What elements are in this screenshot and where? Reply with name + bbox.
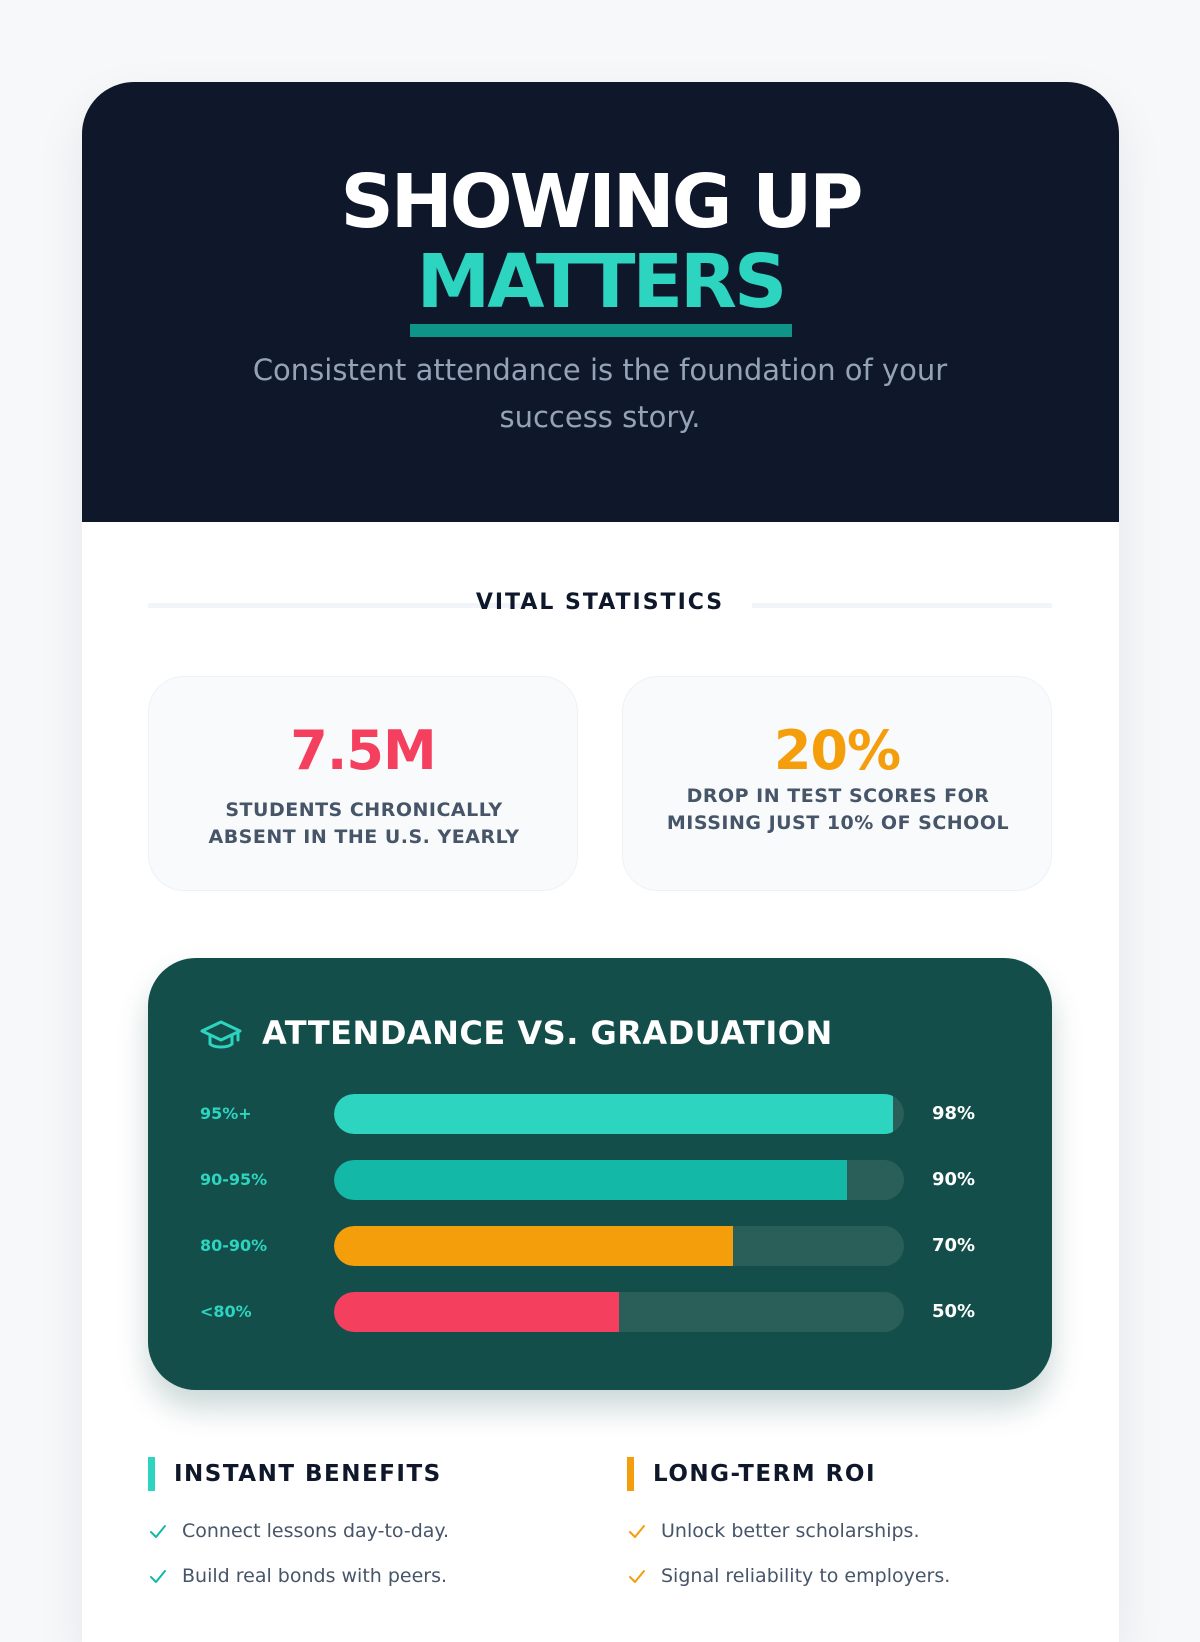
bar-category-label: <80% xyxy=(200,1302,252,1321)
bar xyxy=(334,1292,619,1332)
accent-bar xyxy=(148,1457,155,1491)
benefit-item: Unlock better scholarships. xyxy=(627,1517,1057,1547)
chart-title: ATTENDANCE VS. GRADUATION xyxy=(262,1014,833,1052)
hero-title-line2: MATTERS xyxy=(416,239,788,325)
hero-title-line1: SHOWING UP xyxy=(340,159,863,245)
bar-category-label: 80-90% xyxy=(200,1236,268,1255)
stat-value: 20% xyxy=(773,719,901,782)
benefit-item: Signal reliability to employers. xyxy=(627,1562,1057,1592)
stat-card-absent: 7.5M STUDENTS CHRONICALLY ABSENT IN THE … xyxy=(148,676,578,891)
stat-card-test-scores: 20% DROP IN TEST SCORES FOR MISSING JUST… xyxy=(622,676,1052,891)
bar-category-label: 95%+ xyxy=(200,1104,252,1123)
stat-value: 7.5M xyxy=(290,719,436,782)
title-underline xyxy=(410,324,792,337)
hero-title: SHOWING UP MATTERS xyxy=(82,162,1119,322)
bar-row: <80% 50% xyxy=(148,1292,1052,1332)
check-icon xyxy=(150,1570,166,1583)
bar xyxy=(334,1094,893,1134)
benefit-text: Connect lessons day-to-day. xyxy=(182,1520,450,1542)
bar-track xyxy=(334,1292,904,1332)
benefit-text: Signal reliability to employers. xyxy=(661,1565,951,1587)
bar xyxy=(334,1226,733,1266)
hero-header: SHOWING UP MATTERS Consistent attendance… xyxy=(82,82,1119,522)
benefit-text: Build real bonds with peers. xyxy=(182,1565,448,1587)
bar-value-label: 90% xyxy=(932,1169,976,1190)
bar-row: 95%+ 98% xyxy=(148,1094,1052,1134)
bar-row: 80-90% 70% xyxy=(148,1226,1052,1266)
chart-card: ATTENDANCE VS. GRADUATION 95%+ 98% 90-95% 9… xyxy=(148,958,1052,1390)
infographic-card: SHOWING UP MATTERS Consistent attendance… xyxy=(82,82,1119,1642)
graduation-cap-icon xyxy=(200,1020,242,1049)
benefit-heading: INSTANT BENEFITS xyxy=(174,1461,442,1487)
section-divider-right xyxy=(752,603,1052,608)
bar-track xyxy=(334,1160,904,1200)
section-title: VITAL STATISTICS xyxy=(475,590,725,615)
bar-value-label: 98% xyxy=(932,1103,976,1124)
accent-bar xyxy=(627,1457,634,1491)
hero-subtitle: Consistent attendance is the foundation … xyxy=(252,353,948,434)
benefit-item: Connect lessons day-to-day. xyxy=(148,1517,578,1547)
benefit-heading: LONG-TERM ROI xyxy=(653,1461,877,1487)
bar-category-label: 90-95% xyxy=(200,1170,268,1189)
check-icon xyxy=(150,1525,166,1538)
bar-value-label: 70% xyxy=(932,1235,976,1256)
bar-track xyxy=(334,1226,904,1266)
check-icon xyxy=(629,1525,645,1538)
bar-row: 90-95% 90% xyxy=(148,1160,1052,1200)
benefit-item: Build real bonds with peers. xyxy=(148,1562,578,1592)
check-icon xyxy=(629,1570,645,1583)
benefit-text: Unlock better scholarships. xyxy=(661,1520,920,1542)
bar xyxy=(334,1160,847,1200)
stat-label: DROP IN TEST SCORES FOR MISSING JUST 10%… xyxy=(666,785,1010,834)
bar-track xyxy=(334,1094,904,1134)
stat-label: STUDENTS CHRONICALLY ABSENT IN THE U.S. … xyxy=(208,799,520,848)
section-divider-left xyxy=(148,603,531,608)
bar-value-label: 50% xyxy=(932,1301,976,1322)
